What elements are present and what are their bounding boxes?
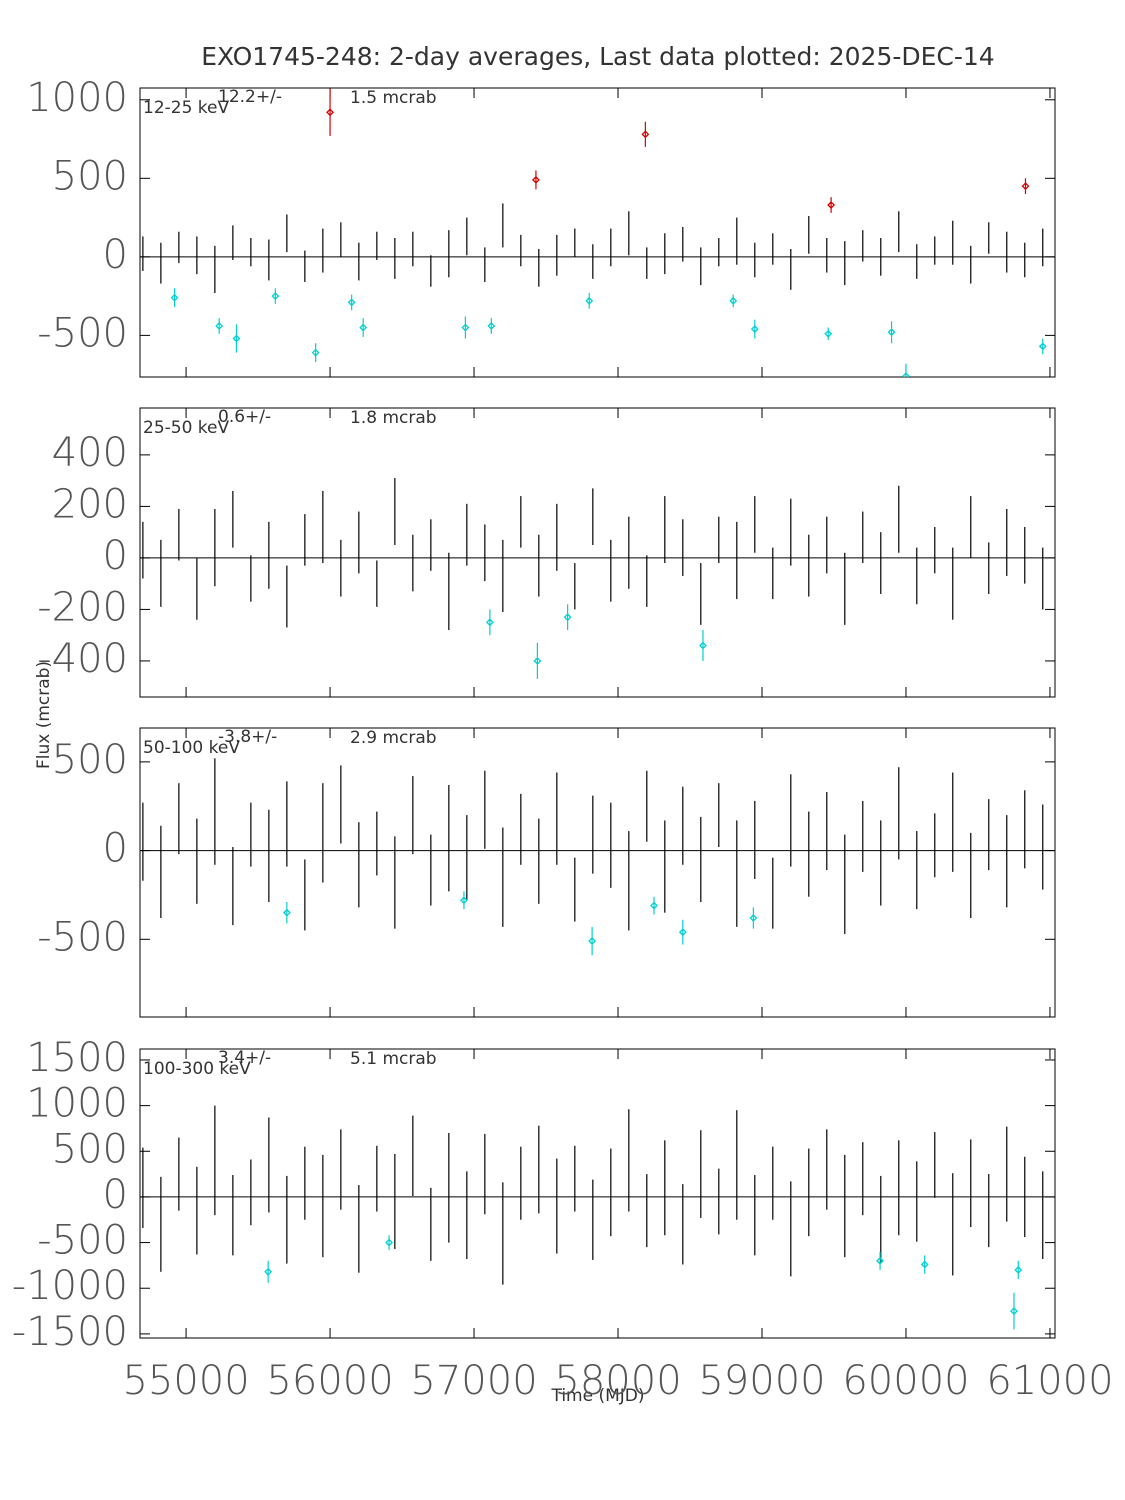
mean-label: -3.8+/- bbox=[218, 727, 277, 747]
data-point bbox=[1010, 1307, 1018, 1315]
data-point bbox=[827, 201, 836, 209]
mean-label: 0.6+/- bbox=[218, 407, 271, 427]
error-label: 1.8 mcrab bbox=[350, 408, 437, 428]
x-tick-label: 56000 bbox=[266, 1358, 393, 1404]
plot-frame bbox=[139, 1048, 1056, 1339]
error-label: 5.1 mcrab bbox=[350, 1049, 437, 1069]
data-point bbox=[650, 901, 658, 910]
y-tick-label: 0 bbox=[103, 1172, 128, 1218]
x-tick-label: 55000 bbox=[122, 1358, 249, 1404]
data-point bbox=[588, 937, 597, 945]
data-point bbox=[461, 323, 470, 332]
y-tick-label: 1000 bbox=[26, 75, 128, 121]
data-point bbox=[311, 348, 320, 357]
y-tick-label: 400 bbox=[52, 430, 128, 476]
data-point bbox=[749, 914, 758, 922]
data-point bbox=[678, 928, 687, 937]
data-point bbox=[729, 296, 738, 305]
data-point bbox=[902, 372, 910, 377]
data-point bbox=[385, 1238, 394, 1247]
y-tick-label: -1500 bbox=[12, 1309, 128, 1355]
data-point bbox=[920, 1260, 929, 1269]
x-tick-label: 58000 bbox=[554, 1358, 681, 1404]
y-tick-label: 0 bbox=[103, 826, 128, 872]
x-tick-label: 59000 bbox=[698, 1358, 825, 1404]
data-point bbox=[460, 896, 468, 905]
data-point bbox=[824, 329, 833, 338]
data-point bbox=[264, 1267, 273, 1276]
band-label: 50-100 keV bbox=[143, 738, 240, 758]
data-point bbox=[487, 322, 496, 330]
x-tick-label: 60000 bbox=[842, 1358, 969, 1404]
data-point bbox=[750, 325, 759, 334]
y-tick-label: 0 bbox=[103, 232, 128, 278]
y-tick-label: 500 bbox=[52, 1126, 128, 1172]
y-tick-label: -400 bbox=[37, 636, 128, 682]
data-point bbox=[533, 657, 542, 665]
data-point bbox=[532, 175, 540, 184]
y-tick-label: -1000 bbox=[12, 1263, 128, 1309]
data-point bbox=[1021, 182, 1030, 191]
data-point bbox=[1014, 1266, 1023, 1274]
data-point bbox=[215, 322, 224, 330]
data-point bbox=[326, 108, 334, 117]
x-tick-label: 61000 bbox=[986, 1358, 1113, 1404]
data-point bbox=[699, 641, 707, 650]
y-tick-label: 1500 bbox=[26, 1035, 128, 1081]
data-point bbox=[876, 1256, 884, 1265]
mean-label: 12.2+/- bbox=[218, 87, 282, 107]
data-point bbox=[170, 293, 179, 302]
y-tick-label: -500 bbox=[37, 1218, 128, 1264]
error-label: 2.9 mcrab bbox=[350, 728, 437, 748]
y-tick-label: 1000 bbox=[26, 1081, 128, 1127]
y-tick-label: 200 bbox=[52, 481, 128, 527]
data-point bbox=[347, 298, 356, 307]
data-point bbox=[232, 334, 241, 343]
y-axis-label: Flux (mcrab) bbox=[34, 661, 54, 769]
band-label: 100-300 keV bbox=[143, 1059, 251, 1079]
data-point bbox=[485, 618, 494, 627]
data-point bbox=[641, 130, 650, 139]
y-tick-label: 500 bbox=[52, 737, 128, 783]
y-tick-label: -500 bbox=[37, 914, 128, 960]
data-point bbox=[282, 908, 291, 917]
data-point bbox=[359, 323, 368, 332]
mean-label: 3.4+/- bbox=[218, 1048, 271, 1068]
y-tick-label: 500 bbox=[52, 153, 128, 199]
data-point bbox=[887, 328, 896, 337]
plot-frame bbox=[139, 407, 1056, 698]
x-tick-label: 57000 bbox=[410, 1358, 537, 1404]
data-point bbox=[585, 296, 594, 305]
plot-frame bbox=[139, 87, 1056, 378]
data-point bbox=[563, 613, 572, 622]
y-tick-label: 0 bbox=[103, 533, 128, 579]
band-label: 12-25 keV bbox=[143, 98, 229, 118]
data-point bbox=[271, 292, 280, 301]
data-point bbox=[1038, 342, 1047, 351]
x-axis-label: Time (MJD) bbox=[550, 1386, 644, 1406]
plot-frame bbox=[139, 727, 1056, 1018]
y-tick-label: -200 bbox=[37, 584, 128, 630]
y-tick-label: -500 bbox=[37, 310, 128, 356]
chart-title: EXO1745-248: 2-day averages, Last data p… bbox=[201, 42, 994, 71]
band-label: 25-50 keV bbox=[143, 418, 229, 438]
error-label: 1.5 mcrab bbox=[350, 88, 437, 108]
